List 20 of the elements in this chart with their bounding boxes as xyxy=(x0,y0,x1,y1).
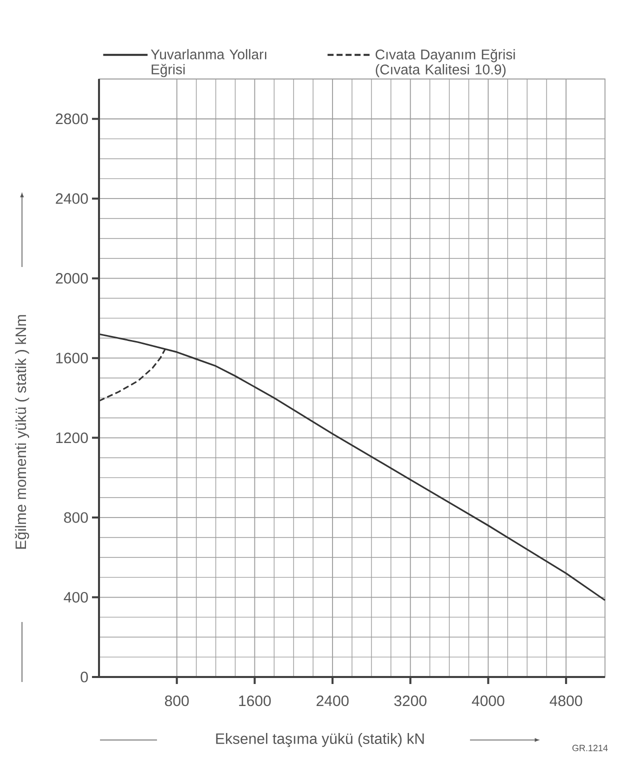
x-tick-label: 4000 xyxy=(472,696,504,706)
y-tick-label: 1200 xyxy=(56,432,88,444)
y-tick-label: 2800 xyxy=(56,114,88,124)
legend-label: Yuvarlanma Yolları Eğrisi xyxy=(150,49,266,78)
x-tick-label: 3200 xyxy=(394,696,426,706)
x-tick-label: 800 xyxy=(164,696,189,706)
x-tick-label: 2400 xyxy=(316,696,349,706)
y-tick-label: 400 xyxy=(64,592,88,603)
line-series xyxy=(98,333,606,602)
y-tick-label: 2000 xyxy=(56,273,88,284)
x-tick-label: 1600 xyxy=(239,696,271,706)
y-tick-label: 800 xyxy=(64,512,88,523)
y-tick-label: 0 xyxy=(80,672,88,682)
y-tick-label: 1600 xyxy=(56,352,88,364)
y-axis-title: Eğilme momenti yükü ( statik ) kNm xyxy=(14,315,30,549)
x-tick-label: 4800 xyxy=(550,696,582,706)
x-axis-title: Eksenel taşıma yükü (statik) kN xyxy=(216,732,424,748)
legend-label: Cıvata Dayanım Eğrisi (Cıvata Kalitesi 10.9) xyxy=(376,48,515,78)
text: GR.1214 xyxy=(572,744,608,752)
y-tick-label: 2400 xyxy=(56,193,88,204)
